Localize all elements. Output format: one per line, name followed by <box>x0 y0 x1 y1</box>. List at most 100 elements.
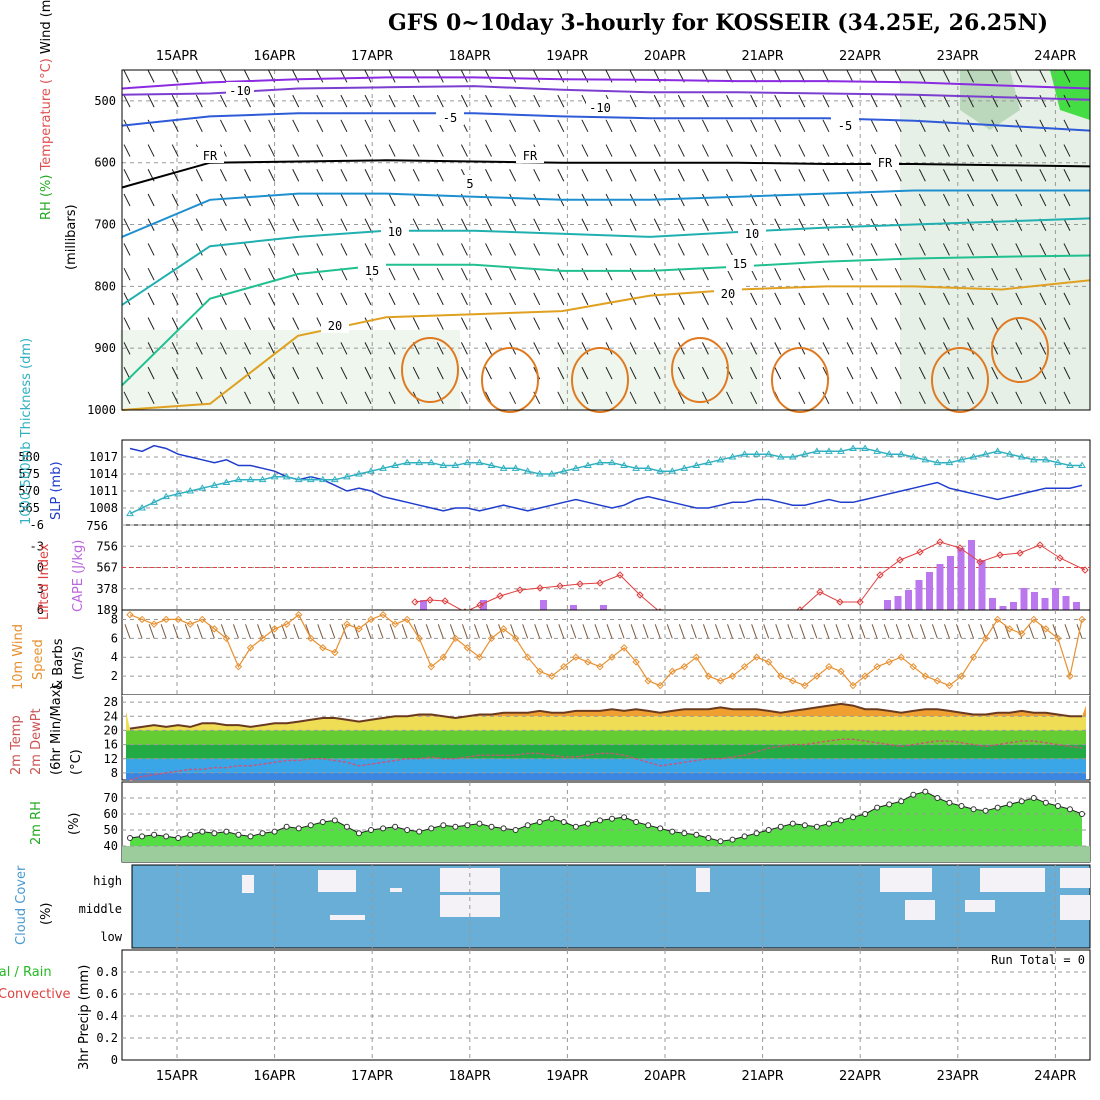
wind-barb <box>364 94 372 108</box>
wind-barb <box>894 144 902 157</box>
wind-barb <box>822 391 830 405</box>
thickness-marker <box>1017 453 1026 460</box>
wind-barb <box>967 193 974 207</box>
wind-barb <box>618 624 625 639</box>
thickness-marker <box>523 467 532 474</box>
wind-barb <box>967 218 974 231</box>
wind-barb <box>340 342 348 355</box>
cape-bar <box>947 556 954 610</box>
rh-marker <box>319 819 326 825</box>
wind-barb <box>605 119 613 133</box>
date-label-top: 19APR <box>546 49 588 64</box>
wind-barb <box>1015 70 1023 83</box>
wind-panel-frame <box>121 609 1091 696</box>
cape-bar <box>999 606 1007 610</box>
y2-tick-label: 580 <box>18 450 40 464</box>
wind-marker <box>222 634 231 643</box>
wind-barb <box>244 119 251 133</box>
wind-marker <box>511 634 520 643</box>
thickness-marker <box>258 475 267 483</box>
rh-area <box>130 791 1082 862</box>
thickness-marker <box>282 472 291 480</box>
wind-barb <box>570 624 577 639</box>
wind-barb <box>630 624 637 639</box>
rh-marker <box>801 822 808 829</box>
wind-barb <box>171 317 179 330</box>
wind-barb <box>787 624 794 639</box>
y-tick-label: 1008 <box>89 501 118 515</box>
wind-barb <box>123 267 131 281</box>
wind-marker <box>861 672 869 680</box>
cloud-tick-label: high <box>93 874 122 888</box>
cape-bar <box>1020 588 1028 610</box>
li-tick-label: -3 <box>30 539 44 553</box>
wind-barb <box>750 342 758 355</box>
wind-barb <box>509 267 517 281</box>
wind-barb <box>701 366 709 380</box>
wind-barb <box>629 144 637 157</box>
li-marker <box>516 586 524 594</box>
wind-barb <box>605 342 613 355</box>
cloud-gap <box>696 868 710 892</box>
wind-barb <box>364 243 372 256</box>
wind-barb <box>1015 144 1023 157</box>
wind-barb <box>750 119 758 133</box>
isotherm-line <box>121 254 1091 387</box>
wind-barb <box>388 193 396 207</box>
thickness-marker <box>969 453 978 460</box>
wind-barb <box>364 144 372 157</box>
thickness-marker <box>318 475 327 483</box>
wind-barb <box>918 292 926 306</box>
wind-marker <box>1005 625 1014 633</box>
wind-barb <box>292 94 300 108</box>
wind-barb <box>715 624 721 639</box>
wind-barb <box>823 624 830 639</box>
wind-barb <box>677 94 685 108</box>
wind-barb <box>534 624 541 639</box>
y-tick-label: 1014 <box>89 467 118 481</box>
wind-barb <box>581 366 589 380</box>
wind-barb <box>316 70 324 83</box>
thickness-marker <box>885 450 894 457</box>
wind-barb <box>171 218 179 231</box>
wind-barb <box>918 94 926 108</box>
wind-barb <box>364 119 372 133</box>
contour-label: FR <box>523 149 538 163</box>
wind-barb <box>292 317 300 330</box>
thickness-marker <box>993 447 1002 454</box>
wind-barb <box>340 94 348 108</box>
contour-label: 20 <box>328 319 342 333</box>
rh-marker <box>440 822 447 829</box>
wind-barb <box>1015 391 1023 405</box>
rh-marker <box>584 820 591 827</box>
cape-bar <box>1052 588 1059 610</box>
rh-marker <box>211 830 218 837</box>
wind-barb <box>147 317 155 330</box>
y-tick-label: 4 <box>111 650 118 664</box>
wind-barb <box>654 624 661 639</box>
rh-marker <box>476 820 483 827</box>
wind-barb <box>870 169 878 182</box>
wind-marker <box>126 611 134 619</box>
contour-label-bg <box>586 99 614 115</box>
thickness-marker <box>909 453 918 460</box>
thickness-marker <box>800 450 809 457</box>
y-tick-label: 6 <box>111 631 118 645</box>
wind-barb <box>774 243 782 256</box>
wind-marker <box>1030 615 1038 624</box>
rh-marker <box>512 827 519 833</box>
wind-barb <box>642 624 649 639</box>
wind-barb <box>967 317 974 330</box>
wind-barb <box>268 144 276 157</box>
wind-barb <box>412 267 420 281</box>
y2-tick-label: 575 <box>18 467 40 481</box>
thickness-marker <box>1041 455 1050 463</box>
wind-barb <box>412 169 420 182</box>
wind-barb <box>219 342 227 355</box>
wind-barb <box>195 169 203 182</box>
thickness-marker <box>391 461 399 468</box>
wind-barb <box>364 218 372 231</box>
wind-barb <box>509 193 517 207</box>
rh-shade <box>560 350 760 410</box>
thickness-marker <box>487 461 496 468</box>
